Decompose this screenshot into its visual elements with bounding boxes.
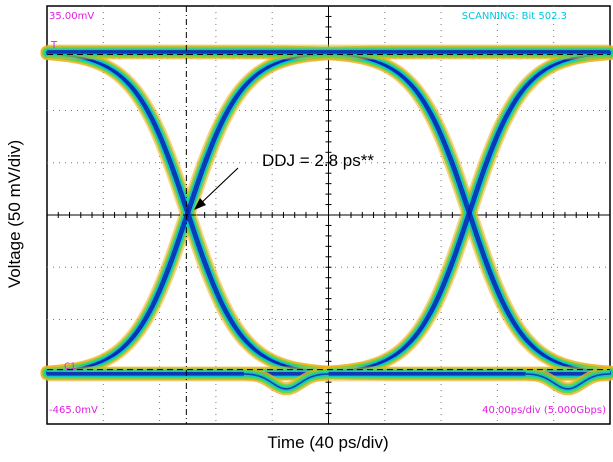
ddj-annotation: DDJ = 2.8 ps**	[262, 151, 374, 170]
annotation-arrow-head	[194, 198, 206, 210]
measurement-guides	[47, 6, 610, 424]
eye-ringing	[525, 373, 611, 390]
scope-top-right-label: SCANNING: Bit 502.3	[462, 11, 567, 22]
eye-traces	[40, 44, 613, 396]
scope-top-left-label: 35.00mV	[49, 11, 94, 22]
y-axis-title: Voltage (50 mV/div)	[5, 140, 24, 288]
scope-bottom-right-label: 40.00ps/div (5.000Gbps)	[482, 405, 606, 416]
scope-marker-c1: C1	[64, 362, 76, 372]
eye-ringing	[243, 373, 329, 390]
annotation-arrow	[196, 167, 239, 208]
x-axis-title: Time (40 ps/div)	[267, 433, 388, 452]
scope-bottom-left-label: -465.0mV	[49, 405, 98, 416]
scope-marker-top: T	[50, 40, 58, 51]
